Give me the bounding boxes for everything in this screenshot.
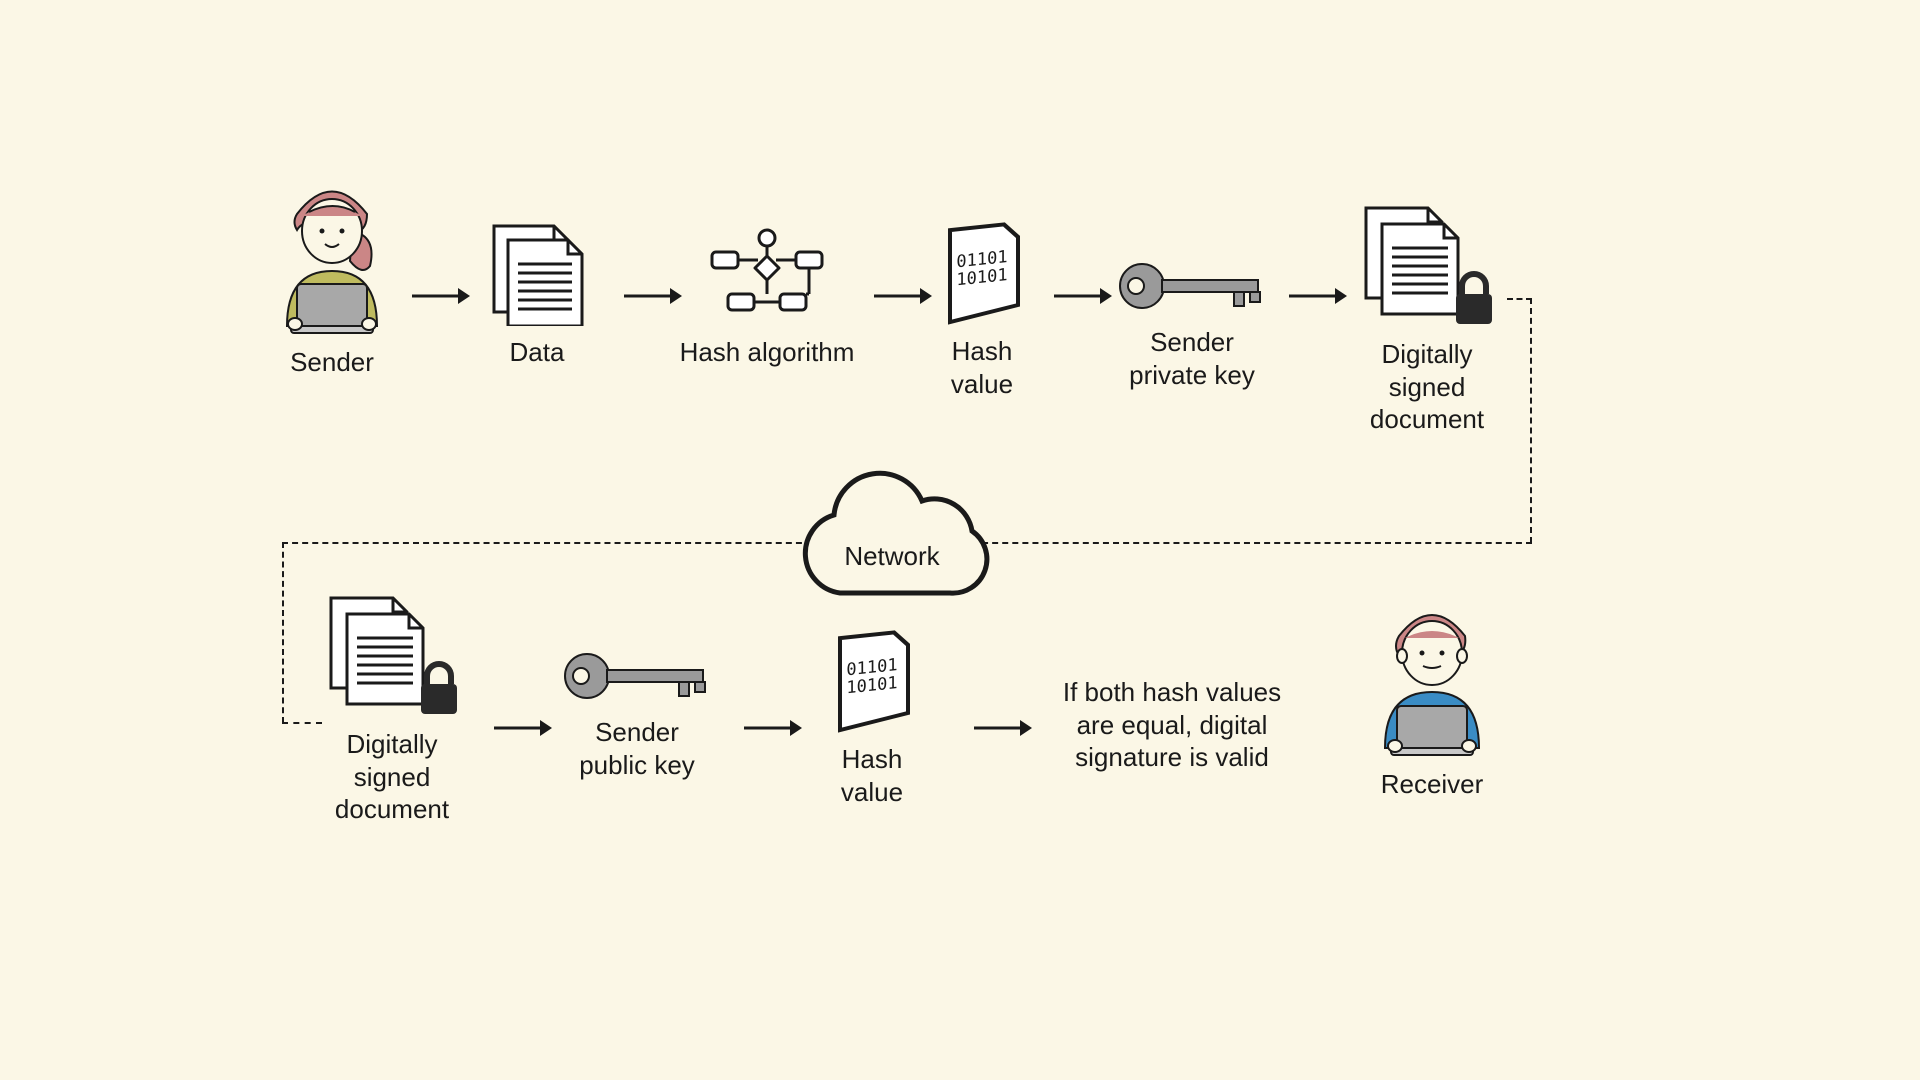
- document-icon: [482, 216, 592, 326]
- node-sender: Sender: [252, 176, 412, 379]
- key-icon: [1112, 256, 1272, 316]
- hash-algo-label: Hash algorithm: [680, 336, 855, 369]
- priv-key-label: Sender private key: [1129, 326, 1255, 391]
- node-hash-value-1: 01101 10101 Hash value: [922, 220, 1042, 400]
- signed-doc-1-label: Digitally signed document: [1370, 338, 1484, 436]
- node-hash-value-2: 01101 10101 Hash value: [812, 628, 932, 808]
- node-verify-text: If both hash values are equal, digital s…: [1042, 676, 1302, 774]
- arrow-r1-2: [622, 284, 682, 308]
- dotted-mid-right: [972, 542, 1532, 544]
- node-receiver: Receiver: [1352, 598, 1512, 801]
- dotted-right-vert: [1530, 298, 1532, 543]
- arrow-r2-1: [492, 716, 552, 740]
- receiver-icon: [1357, 598, 1507, 758]
- network-label: Network: [844, 541, 939, 572]
- data-label: Data: [510, 336, 565, 369]
- network-cloud: Network: [782, 463, 1002, 623]
- verify-text-label: If both hash values are equal, digital s…: [1063, 676, 1281, 774]
- node-sender-priv-key: Sender private key: [1107, 256, 1277, 391]
- arrow-r1-4: [1052, 284, 1112, 308]
- hash-value-2-label: Hash value: [841, 743, 903, 808]
- node-data: Data: [472, 216, 602, 369]
- signed-doc-icon: [1352, 198, 1502, 328]
- dotted-top-right: [1507, 298, 1532, 300]
- signed-doc-2-label: Digitally signed document: [335, 728, 449, 826]
- node-signed-doc-2: Digitally signed document: [307, 588, 477, 826]
- signed-doc-icon: [317, 588, 467, 718]
- pub-key-label: Sender public key: [579, 716, 695, 781]
- hash-value-1-label: Hash value: [951, 335, 1013, 400]
- arrow-r2-3: [972, 716, 1032, 740]
- sender-icon: [257, 176, 407, 336]
- hash-value-icon: 01101 10101: [932, 220, 1032, 325]
- algorithm-icon: [702, 226, 832, 326]
- dotted-mid-left: [282, 542, 812, 544]
- diagram-stage: Sender Data: [192, 108, 1728, 972]
- sender-label: Sender: [290, 346, 374, 379]
- dotted-left-vert: [282, 542, 284, 723]
- receiver-label: Receiver: [1381, 768, 1484, 801]
- node-sender-pub-key: Sender public key: [552, 646, 722, 781]
- arrow-r2-2: [742, 716, 802, 740]
- node-hash-algo: Hash algorithm: [672, 226, 862, 369]
- node-signed-doc-1: Digitally signed document: [1342, 198, 1512, 436]
- arrow-r1-5: [1287, 284, 1347, 308]
- arrow-r1-1: [410, 284, 470, 308]
- hash-value-icon: 01101 10101: [822, 628, 922, 733]
- key-icon: [557, 646, 717, 706]
- arrow-r1-3: [872, 284, 932, 308]
